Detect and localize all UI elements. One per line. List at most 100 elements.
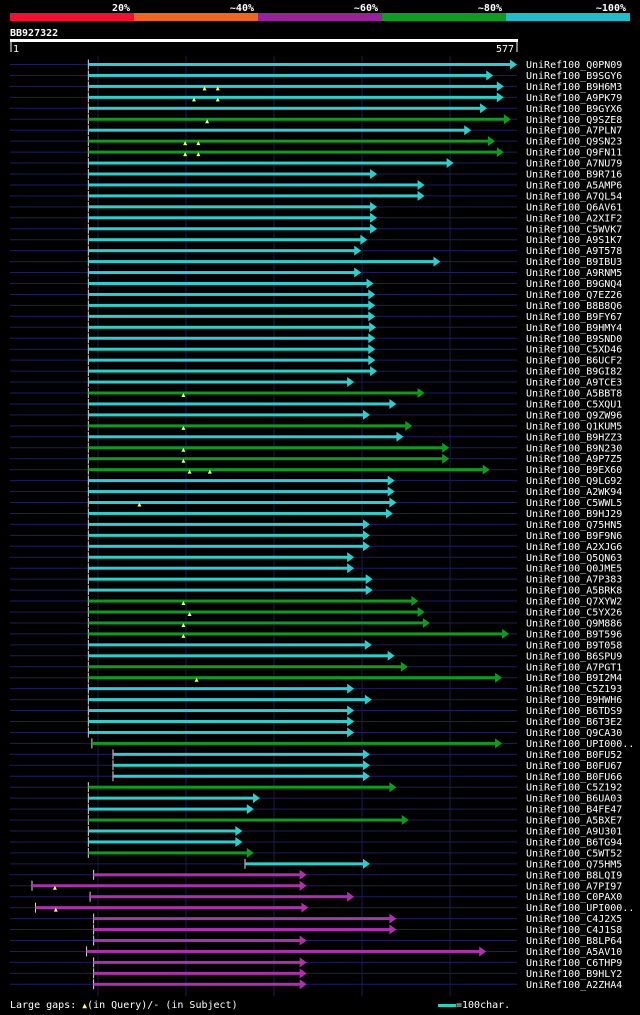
- hit-row[interactable]: UniRef100_B9H6M3: [10, 81, 622, 93]
- hit-row[interactable]: UniRef100_C4J2X5: [10, 913, 622, 926]
- hit-label[interactable]: UniRef100_A5BBT8: [526, 389, 622, 400]
- hit-row[interactable]: UniRef100_A2ZHA4: [10, 979, 622, 991]
- hit-label[interactable]: UniRef100_C6THP9: [526, 958, 622, 969]
- hit-row[interactable]: UniRef100_C5WVK7: [10, 223, 622, 236]
- hit-row[interactable]: UniRef100_A7PLN7: [10, 125, 622, 137]
- hit-label[interactable]: UniRef100_B9HMY4: [526, 323, 622, 334]
- hit-label[interactable]: UniRef100_B9HWH6: [526, 695, 622, 706]
- hit-row[interactable]: UniRef100_Q9M886: [10, 617, 622, 630]
- hit-row[interactable]: UniRef100_A7PGT1: [10, 661, 622, 674]
- hit-label[interactable]: UniRef100_B0FU66: [526, 772, 622, 783]
- hit-row[interactable]: UniRef100_C5WT52: [10, 847, 622, 860]
- hit-row[interactable]: UniRef100_A5BXE7: [10, 815, 622, 827]
- hit-label[interactable]: UniRef100_B9H6M3: [526, 82, 622, 93]
- hit-label[interactable]: UniRef100_B9R716: [526, 170, 622, 181]
- hit-row[interactable]: UniRef100_Q0PN09: [10, 59, 622, 72]
- hit-label[interactable]: UniRef100_Q0JME5: [526, 564, 622, 575]
- hit-row[interactable]: UniRef100_B9T058: [10, 639, 622, 652]
- hit-row[interactable]: UniRef100_A5BRK8: [10, 585, 622, 597]
- hit-label[interactable]: UniRef100_A9RNM5: [526, 268, 622, 279]
- hit-row[interactable]: UniRef100_B9GI82: [10, 366, 622, 378]
- hit-label[interactable]: UniRef100_B6UCF2: [526, 356, 622, 367]
- hit-label[interactable]: UniRef100_A7P383: [526, 575, 622, 586]
- hit-label[interactable]: UniRef100_B9GYX6: [526, 104, 622, 115]
- hit-label[interactable]: UniRef100_A7QL54: [526, 191, 622, 202]
- hit-row[interactable]: UniRef100_C5XD46: [10, 344, 622, 356]
- hit-label[interactable]: UniRef100_A2XIF2: [526, 213, 622, 224]
- hit-label[interactable]: UniRef100_Q1KUM5: [526, 421, 622, 432]
- hit-label[interactable]: UniRef100_C5WVK7: [526, 224, 622, 235]
- hit-row[interactable]: UniRef100_Q9FN11: [10, 147, 622, 159]
- hit-row[interactable]: UniRef100_A7P383: [10, 574, 622, 586]
- hit-row[interactable]: UniRef100_B9GNQ4: [10, 278, 622, 291]
- hit-row[interactable]: UniRef100_A9TCE3: [10, 377, 622, 389]
- hit-row[interactable]: UniRef100_B0FU52: [10, 749, 622, 761]
- hit-label[interactable]: UniRef100_B9IBU3: [526, 257, 622, 268]
- hit-label[interactable]: UniRef100_Q9ZW96: [526, 410, 622, 421]
- hit-label[interactable]: UniRef100_B4FE47: [526, 805, 622, 816]
- hit-row[interactable]: UniRef100_A9P7Z5: [10, 453, 622, 466]
- hit-row[interactable]: UniRef100_Q6AV61: [10, 201, 622, 214]
- hit-row[interactable]: UniRef100_Q9SN23: [10, 136, 622, 148]
- hit-label[interactable]: UniRef100_Q9LG92: [526, 476, 622, 487]
- hit-label[interactable]: UniRef100_A5AV10: [526, 947, 622, 958]
- hit-label[interactable]: UniRef100_A9P7Z5: [526, 454, 622, 465]
- hit-row[interactable]: UniRef100_Q9LG92: [10, 475, 622, 488]
- hit-row[interactable]: UniRef100_B9I2M4: [10, 672, 622, 685]
- hit-label[interactable]: UniRef100_A5BRK8: [526, 586, 622, 597]
- hit-label[interactable]: UniRef100_A5AMP6: [526, 180, 622, 191]
- hit-row[interactable]: UniRef100_B9SGY6: [10, 70, 622, 82]
- hit-label[interactable]: UniRef100_C5XD46: [526, 345, 622, 356]
- hit-row[interactable]: UniRef100_B6T3E2: [10, 716, 622, 729]
- hit-row[interactable]: UniRef100_B9HZZ3: [10, 431, 622, 444]
- hit-row[interactable]: UniRef100_B9HJ29: [10, 508, 622, 520]
- hit-row[interactable]: UniRef100_B6UA03: [10, 793, 622, 805]
- hit-label[interactable]: UniRef100_A9T578: [526, 246, 622, 257]
- hit-label[interactable]: UniRef100_B9N230: [526, 443, 622, 454]
- hit-row[interactable]: UniRef100_C5WWL5: [10, 497, 622, 510]
- hit-label[interactable]: UniRef100_Q9M886: [526, 618, 622, 629]
- hit-row[interactable]: UniRef100_A7NU79: [10, 158, 622, 170]
- hit-row[interactable]: UniRef100_C0PAX0: [10, 891, 622, 904]
- hit-row[interactable]: UniRef100_B4FE47: [10, 804, 622, 816]
- hit-row[interactable]: UniRef100_B6UCF2: [10, 355, 622, 367]
- hit-label[interactable]: UniRef100_B9SND0: [526, 334, 622, 345]
- hit-label[interactable]: UniRef100_A9S1K7: [526, 235, 622, 246]
- hit-label[interactable]: UniRef100_C0PAX0: [526, 892, 622, 903]
- hit-row[interactable]: UniRef100_C6THP9: [10, 957, 622, 969]
- hit-label[interactable]: UniRef100_A2WK94: [526, 487, 622, 498]
- hit-label[interactable]: UniRef100_A9PK79: [526, 93, 622, 104]
- hit-label[interactable]: UniRef100_B9GI82: [526, 367, 622, 378]
- hit-row[interactable]: UniRef100_A9T578: [10, 245, 622, 258]
- hit-label[interactable]: UniRef100_B9HZZ3: [526, 432, 622, 443]
- hit-row[interactable]: UniRef100_B6TDS9: [10, 705, 622, 718]
- hit-row[interactable]: UniRef100_A2WK94: [10, 486, 622, 499]
- hit-row[interactable]: UniRef100_C4J1S8: [10, 924, 622, 937]
- hit-row[interactable]: UniRef100_Q0JME5: [10, 563, 622, 575]
- hit-row[interactable]: UniRef100_A5BBT8: [10, 388, 622, 400]
- hit-row[interactable]: UniRef100_Q75HN5: [10, 519, 622, 531]
- hit-row[interactable]: UniRef100_A5AV10: [10, 946, 622, 958]
- hit-row[interactable]: UniRef100_B9EX60: [10, 464, 622, 477]
- hit-label[interactable]: UniRef100_A7PLN7: [526, 126, 622, 137]
- hit-label[interactable]: UniRef100_B8LQI9: [526, 870, 622, 881]
- hit-label[interactable]: UniRef100_C5WT52: [526, 848, 622, 859]
- hit-label[interactable]: UniRef100_Q9CA30: [526, 728, 622, 739]
- hit-row[interactable]: UniRef100_A5AMP6: [10, 179, 622, 192]
- hit-row[interactable]: UniRef100_B9R716: [10, 169, 622, 181]
- hit-label[interactable]: UniRef100_C5XQU1: [526, 399, 622, 410]
- hit-row[interactable]: UniRef100_Q9SZE8: [10, 114, 622, 126]
- hit-row[interactable]: UniRef100_B9T596: [10, 628, 622, 641]
- hit-label[interactable]: UniRef100_B8B8Q6: [526, 301, 622, 312]
- hit-row[interactable]: UniRef100_B6TG94: [10, 836, 622, 849]
- hit-label[interactable]: UniRef100_Q75HN5: [526, 520, 622, 531]
- hit-label[interactable]: UniRef100_A7PI97: [526, 881, 622, 892]
- hit-row[interactable]: UniRef100_A7QL54: [10, 190, 622, 203]
- hit-label[interactable]: UniRef100_B9GNQ4: [526, 279, 622, 290]
- hit-label[interactable]: UniRef100_UPI000..: [526, 903, 634, 914]
- hit-label[interactable]: UniRef100_B0FU67: [526, 761, 622, 772]
- hit-label[interactable]: UniRef100_C5YX26: [526, 608, 622, 619]
- hit-row[interactable]: UniRef100_B9F9N6: [10, 530, 622, 542]
- hit-label[interactable]: UniRef100_B6UA03: [526, 794, 622, 805]
- hit-row[interactable]: UniRef100_A7PI97: [10, 880, 622, 893]
